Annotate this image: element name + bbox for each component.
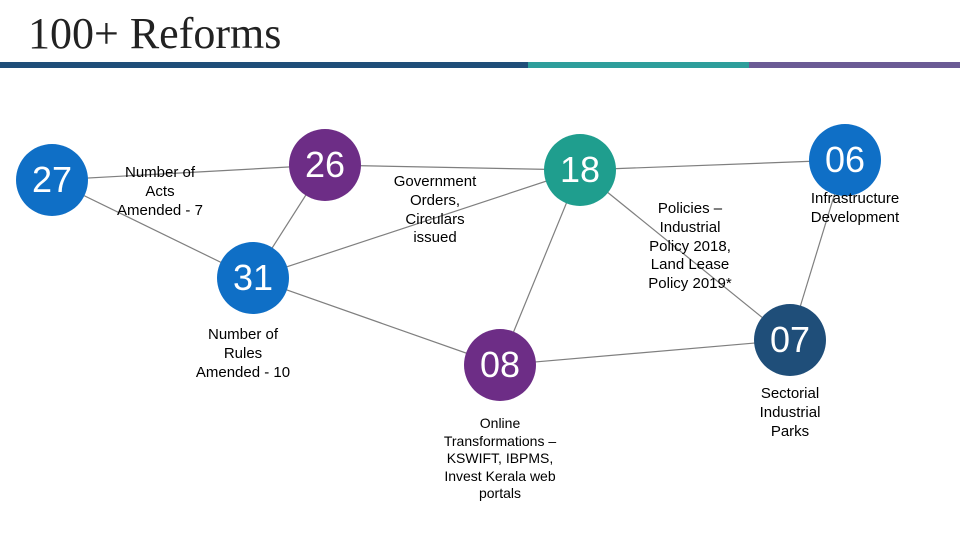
bubble-label: InfrastructureDevelopment: [790, 190, 920, 228]
bubble-number: 08: [480, 344, 520, 386]
bubble-number: 26: [305, 144, 345, 186]
bubble-n06: 06InfrastructureDevelopment: [809, 124, 881, 196]
title-underline: [0, 62, 960, 68]
underline-seg-2: [528, 62, 749, 68]
bubble-n18: 18Policies –IndustrialPolicy 2018,Land L…: [544, 134, 616, 206]
bubble-label: Policies –IndustrialPolicy 2018,Land Lea…: [625, 200, 755, 294]
bubble-number: 31: [233, 257, 273, 299]
bubble-number: 07: [770, 319, 810, 361]
edge: [580, 160, 845, 170]
bubble-number: 18: [560, 149, 600, 191]
page-title: 100+ Reforms: [28, 8, 281, 59]
bubble-number: 06: [825, 139, 865, 181]
edge: [325, 165, 580, 170]
bubble-n07: 07SectorialIndustrialParks: [754, 304, 826, 376]
bubble-label: GovernmentOrders,Circularsissued: [375, 173, 495, 248]
bubble-number: 27: [32, 159, 72, 201]
bubble-label: OnlineTransformations –KSWIFT, IBPMS,Inv…: [410, 415, 590, 503]
bubble-label: SectorialIndustrialParks: [735, 385, 845, 441]
underline-seg-1: [0, 62, 528, 68]
bubble-n26: 26GovernmentOrders,Circularsissued: [289, 129, 361, 201]
edge: [500, 340, 790, 365]
bubble-n27: 27Number ofActsAmended - 7: [16, 144, 88, 216]
underline-seg-3: [749, 62, 960, 68]
bubble-n08: 08OnlineTransformations –KSWIFT, IBPMS,I…: [464, 329, 536, 401]
bubble-n31: 31Number ofRulesAmended - 10: [217, 242, 289, 314]
infographic-stage: 100+ Reforms 27Number ofActsAmended - 72…: [0, 0, 960, 540]
bubble-label: Number ofActsAmended - 7: [100, 164, 220, 220]
bubble-label: Number ofRulesAmended - 10: [173, 326, 313, 382]
